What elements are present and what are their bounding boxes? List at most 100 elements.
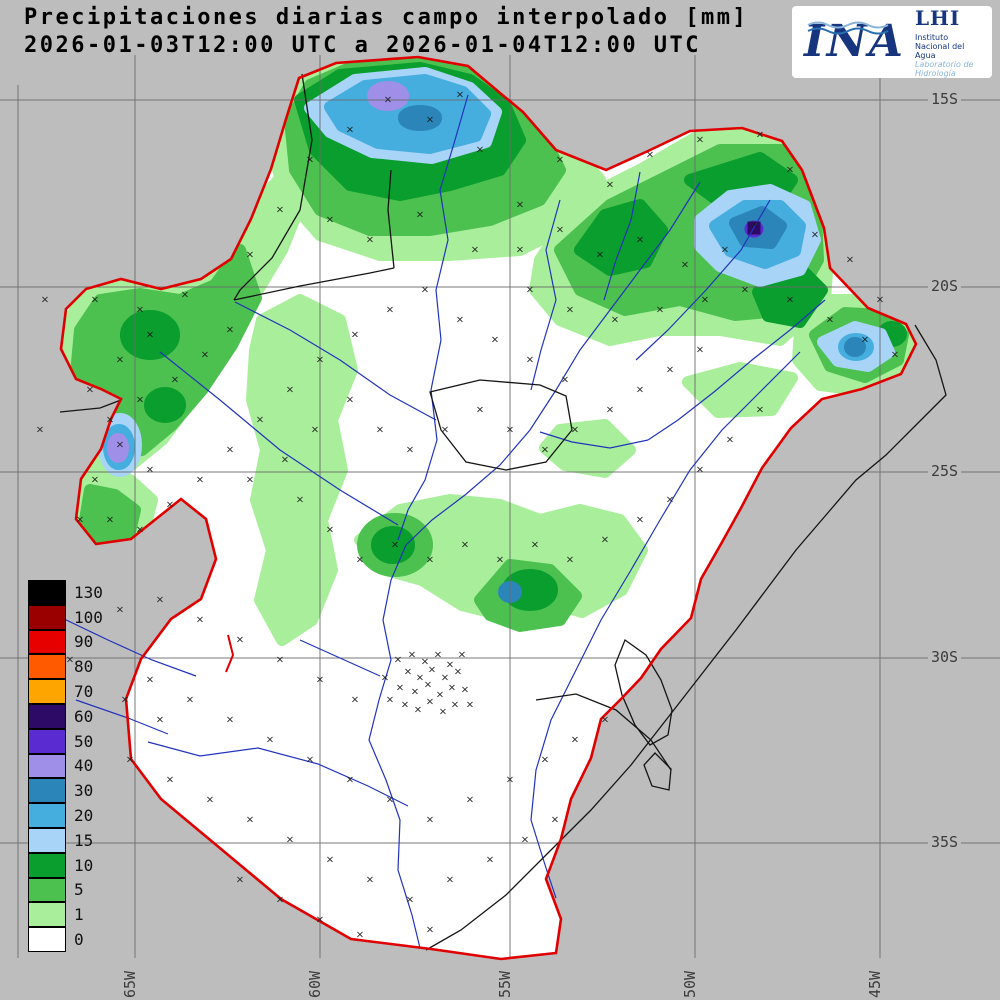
station-mark: × [306,755,314,766]
station-mark: × [636,385,644,396]
station-mark: × [66,655,74,666]
lon-label-45w: 45W [866,970,884,998]
station-mark: × [596,250,604,261]
station-mark: × [181,290,189,301]
legend-swatch [28,728,66,754]
station-mark: × [136,305,144,316]
station-mark: × [384,95,392,106]
legend-value: 50 [74,731,94,751]
station-marks: × × × × × × × × × × × × × × × × × × × × × × × × × × × × × × × × × × × × × × × ×… [36,90,899,941]
station-mark: × [146,465,154,476]
legend-swatch [28,852,66,878]
station-mark: × [421,657,429,668]
station-mark: × [786,295,794,306]
grid-lines [0,55,1000,958]
legend-row: 90 [28,629,103,655]
station-mark: × [156,715,164,726]
station-mark: × [636,235,644,246]
station-mark: × [786,165,794,176]
station-mark: × [394,655,402,666]
precip-region [574,199,668,276]
station-mark: × [446,875,454,886]
station-mark: × [366,235,374,246]
station-mark: × [696,345,704,356]
station-mark: × [636,515,644,526]
station-mark: × [386,695,394,706]
station-mark: × [426,925,434,936]
station-mark: × [461,685,469,696]
station-mark: × [156,595,164,606]
station-mark: × [386,795,394,806]
legend-value: 90 [74,632,94,652]
station-mark: × [496,555,504,566]
station-mark: × [236,875,244,886]
station-mark: × [436,690,444,701]
station-mark: × [266,735,274,746]
station-mark: × [416,210,424,221]
station-mark: × [166,775,174,786]
lhi-acronym: LHI [914,6,961,30]
logo-org-name: Instituto Nacional del Agua [914,33,965,60]
precip-region [844,337,866,357]
station-mark: × [306,155,314,166]
legend-swatch [28,703,66,729]
legend-swatch [28,629,66,655]
station-mark: × [681,260,689,271]
station-mark: × [486,855,494,866]
station-mark: × [296,495,304,506]
station-mark: × [516,200,524,211]
lat-label-25s: 25S [928,462,962,480]
legend-swatch [28,679,66,704]
station-mark: × [376,425,384,436]
station-mark: × [346,775,354,786]
station-mark: × [346,125,354,136]
lon-label-60w: 60W [306,970,324,998]
legend-value: 20 [74,806,94,826]
station-mark: × [381,673,389,684]
station-mark: × [606,405,614,416]
station-mark: × [516,245,524,256]
station-mark: × [356,555,364,566]
station-mark: × [426,115,434,126]
station-mark: × [326,525,334,536]
station-mark: × [541,445,549,456]
station-mark: × [741,285,749,296]
legend-swatch [28,778,66,804]
station-mark: × [451,700,459,711]
legend-value: 80 [74,657,94,677]
station-mark: × [146,675,154,686]
legend-row: 30 [28,778,103,804]
station-mark: × [426,815,434,826]
lagoon-outline [643,752,672,791]
station-mark: × [696,465,704,476]
station-mark: × [466,700,474,711]
legend-swatch [28,803,66,828]
station-mark: × [526,285,534,296]
legend-row: 100 [28,604,103,630]
country-borders [59,73,947,951]
station-mark: × [316,355,324,366]
legend-row: 60 [28,703,103,729]
station-mark: × [226,445,234,456]
station-mark: × [506,775,514,786]
station-mark: × [286,835,294,846]
station-mark: × [201,350,209,361]
legend-row: 0 [28,927,103,952]
water-waves-icon [807,21,889,35]
logo-text-block: LHI Instituto Nacional del Agua Laborato… [915,6,980,78]
station-mark: × [441,425,449,436]
station-mark: × [276,205,284,216]
station-mark: × [461,540,469,551]
station-mark: × [506,425,514,436]
legend-swatch [28,580,66,605]
station-mark: × [756,130,764,141]
station-mark: × [311,425,319,436]
lat-label-15s: 15S [928,90,962,108]
station-mark: × [236,635,244,646]
station-mark: × [846,255,854,266]
station-mark: × [391,540,399,551]
station-mark: × [458,650,466,661]
precip-region [120,310,180,360]
station-mark: × [601,535,609,546]
station-mark: × [551,815,559,826]
